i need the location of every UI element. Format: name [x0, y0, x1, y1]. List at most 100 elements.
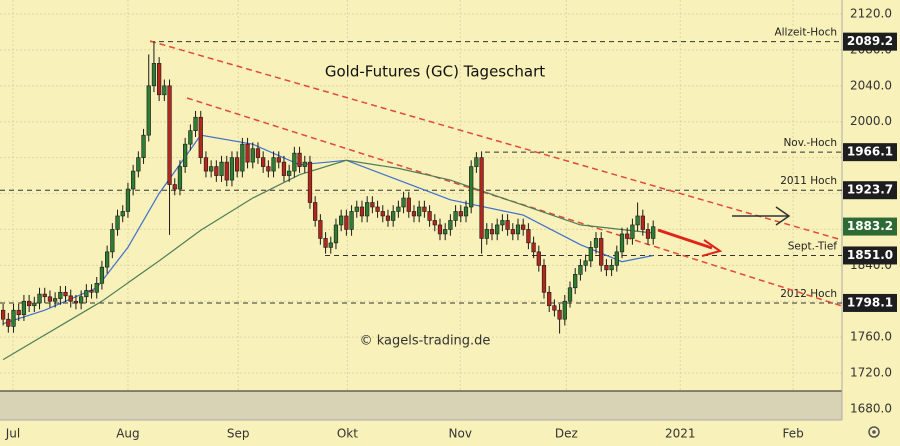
candle-body: [427, 211, 432, 221]
candle-body: [42, 293, 47, 298]
candle-body: [32, 302, 37, 307]
lower-pane: [0, 391, 842, 420]
candle-body: [188, 130, 193, 145]
price-box: [843, 143, 897, 162]
candle-body: [271, 157, 276, 172]
arrow-black: [732, 206, 791, 226]
candle-body: [448, 220, 453, 230]
level-label: 2012 Hoch: [780, 288, 837, 300]
arrow-red: [657, 228, 723, 257]
price-box-label: 2089.2: [847, 34, 893, 48]
candle-body: [385, 215, 391, 221]
y-tick-label: 2120.0: [850, 7, 892, 21]
candle-body: [609, 265, 614, 271]
candle-body: [453, 211, 458, 221]
y-tick-label: 2000.0: [850, 114, 892, 128]
candle-body: [489, 229, 495, 235]
x-tick-label: Sep: [227, 427, 250, 441]
x-tick-label: 2021: [665, 427, 696, 441]
candle-body: [151, 63, 157, 87]
candle-body: [391, 211, 396, 221]
candle-body: [333, 224, 339, 244]
candle-body: [58, 291, 63, 299]
price-box-label: 1851.0: [847, 248, 893, 262]
candle-body: [541, 265, 547, 293]
candle-body: [11, 309, 16, 327]
candle-body: [443, 229, 448, 235]
candle-body: [469, 166, 474, 208]
candle-body: [229, 157, 235, 181]
candle-body: [593, 238, 599, 248]
candle-body: [162, 85, 167, 96]
candle-body: [240, 143, 245, 172]
candle-body: [146, 85, 151, 136]
candle-body: [422, 206, 427, 212]
candle-body: [193, 116, 198, 131]
candle-body: [6, 318, 11, 327]
candle-body: [302, 161, 307, 167]
candle-body: [292, 152, 297, 172]
candle-body: [365, 202, 370, 217]
candle-body: [323, 238, 328, 248]
candle-body: [401, 197, 406, 208]
candle-body: [219, 161, 224, 176]
candle-body: [359, 206, 365, 217]
candle-body: [105, 251, 110, 268]
candle-body: [354, 206, 359, 212]
candle-body: [635, 215, 640, 226]
candle-body: [625, 233, 630, 239]
candle-body: [27, 300, 32, 307]
candle-body: [375, 206, 380, 212]
candle-body: [339, 215, 344, 226]
candle-body: [521, 224, 526, 230]
level-label: Allzeit-Hoch: [774, 27, 837, 39]
candle-body: [500, 220, 505, 226]
candle-body: [68, 295, 73, 302]
candle-body: [370, 202, 375, 208]
candle-body: [645, 229, 651, 239]
price-box-label: 1798.1: [847, 295, 893, 309]
x-tick-label: Okt: [337, 427, 358, 441]
candle-body: [245, 143, 250, 163]
x-tick-label: Aug: [116, 427, 139, 441]
candle-body: [99, 266, 105, 284]
price-box: [843, 246, 897, 265]
settings-icon[interactable]: [868, 426, 880, 438]
candle-body: [266, 166, 271, 172]
levels: Allzeit-Hoch Nov.-Hoch 2011 Hoch Sept.-Tief…: [0, 27, 842, 304]
candle-body: [567, 287, 573, 302]
candle-body: [177, 166, 183, 190]
candle-body: [484, 229, 489, 239]
chart-title: Gold-Futures (GC) Tageschart: [325, 63, 545, 81]
candle-body: [318, 220, 323, 239]
candle-body: [157, 63, 162, 96]
candle-body: [167, 85, 172, 185]
candle-body: [73, 300, 79, 304]
last-price-label: 1883.2: [847, 219, 893, 233]
candle-body: [599, 238, 604, 266]
candle-body: [458, 211, 463, 217]
candle-body: [604, 265, 609, 271]
candle-body: [276, 157, 281, 163]
candle-body: [209, 166, 214, 172]
candle-body: [411, 211, 417, 217]
candle-body: [474, 157, 479, 167]
candle-body: [588, 247, 593, 262]
candle-body: [510, 229, 515, 235]
candle-body: [198, 116, 203, 158]
price-box: [843, 181, 897, 200]
candle-body: [640, 215, 645, 230]
y-tick-label: 1680.0: [850, 401, 892, 415]
candle-body: [235, 157, 240, 172]
price-box-label: 1966.1: [847, 145, 893, 159]
candles: [1, 41, 656, 334]
trend-line: [149, 40, 843, 241]
price-box: [843, 32, 897, 51]
candle-body: [562, 300, 567, 320]
level-label: Nov.-Hoch: [783, 137, 837, 149]
candle-body: [526, 229, 531, 244]
candle-body: [172, 184, 177, 190]
candle-body: [432, 220, 437, 226]
candle-body: [63, 291, 68, 297]
